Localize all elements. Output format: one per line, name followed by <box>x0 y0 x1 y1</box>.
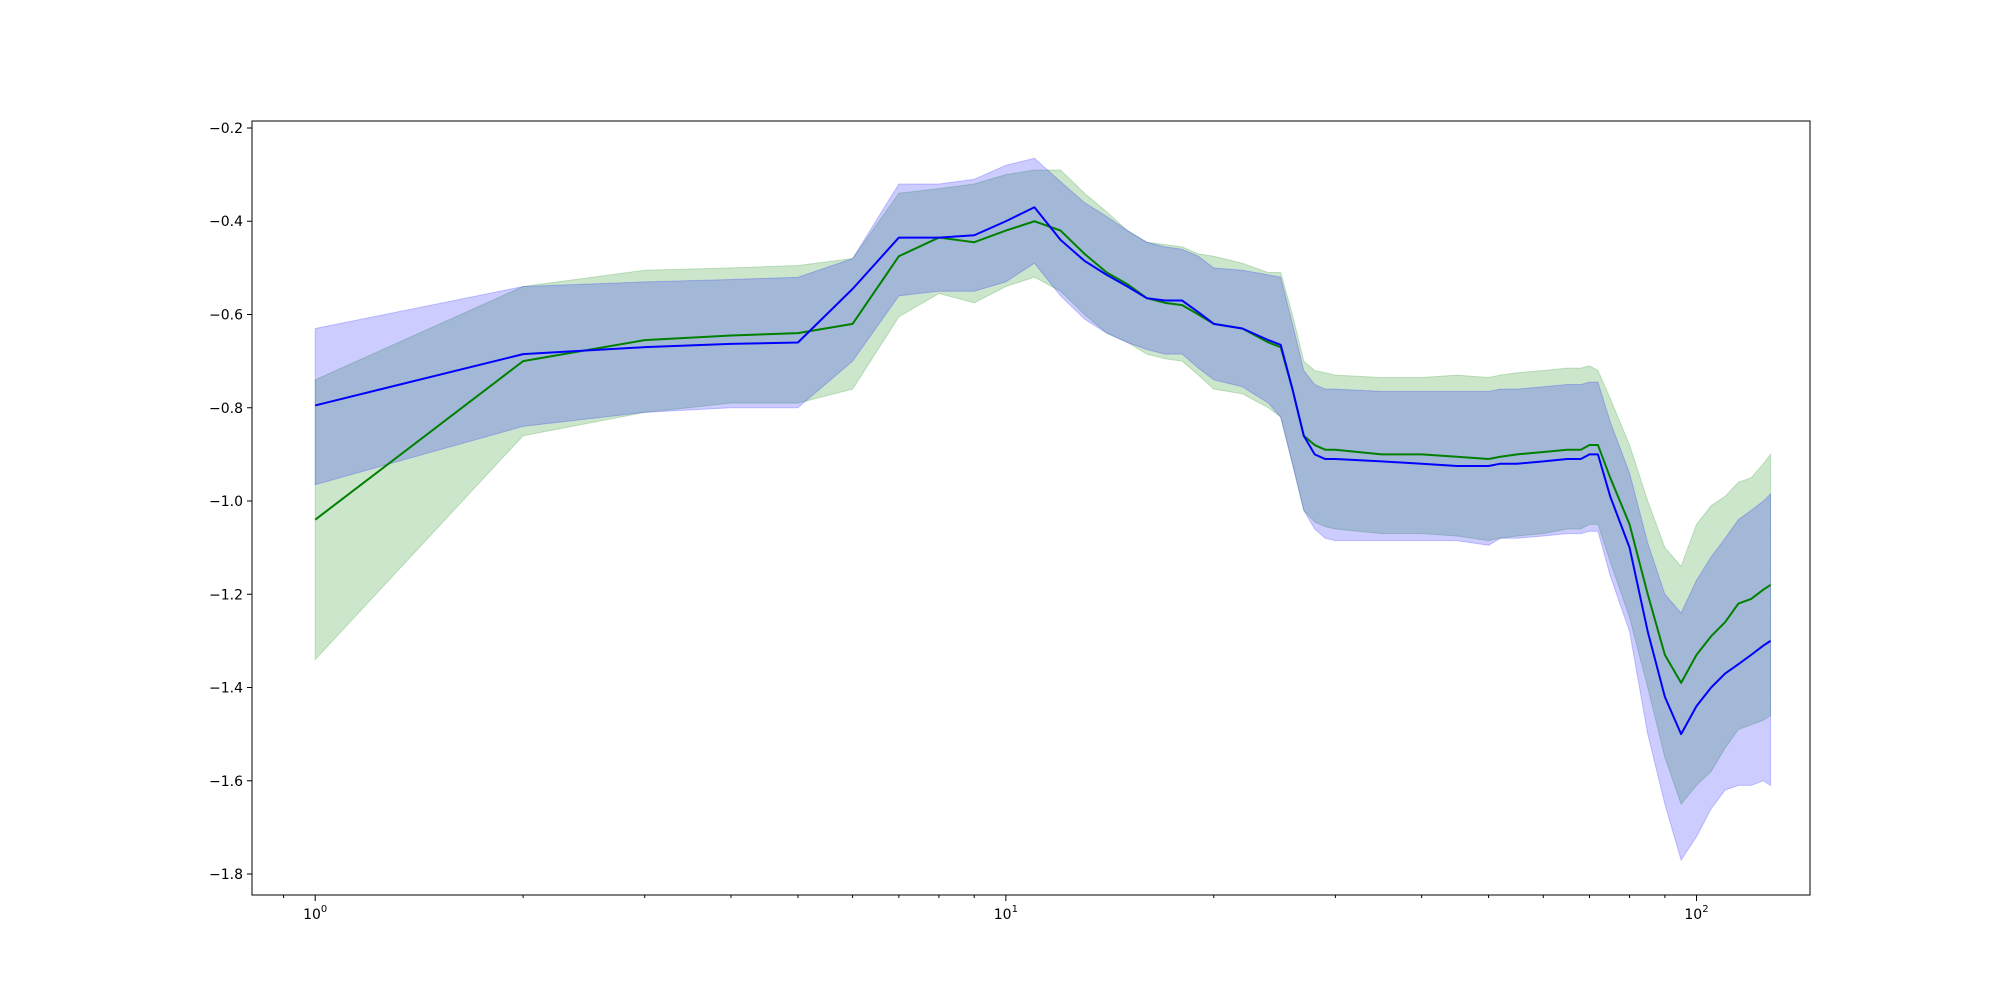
y-tick-label: −1.0 <box>209 494 243 510</box>
series-2-line <box>314 206 1772 736</box>
x-tick-label: 100 <box>303 904 327 923</box>
y-tick-label: −0.2 <box>209 121 243 137</box>
x-axis: 100 101 102 <box>283 895 1709 923</box>
y-axis: −1.8 −1.6 −1.4 −1.2 −1.0 −0.8 −0.6 −0.4 −0.2 <box>209 121 252 883</box>
y-tick-label: −0.8 <box>209 401 243 417</box>
plot-background <box>252 121 1810 895</box>
y-tick-label: −1.4 <box>209 681 243 697</box>
series-2-band <box>314 157 1772 862</box>
y-tick-label: −0.6 <box>209 308 243 324</box>
series-lines <box>314 206 1772 736</box>
y-tick-label: −1.8 <box>209 867 243 883</box>
series-1-band <box>314 169 1772 806</box>
x-tick-label: 101 <box>994 904 1018 923</box>
y-tick-label: −1.2 <box>209 587 243 603</box>
y-tick-label: −0.4 <box>209 214 243 230</box>
series-1-line <box>314 220 1772 684</box>
x-tick-label: 102 <box>1684 904 1708 923</box>
y-tick-label: −1.6 <box>209 774 243 790</box>
plot-frame <box>251 120 1811 896</box>
confidence-bands <box>314 157 1772 862</box>
